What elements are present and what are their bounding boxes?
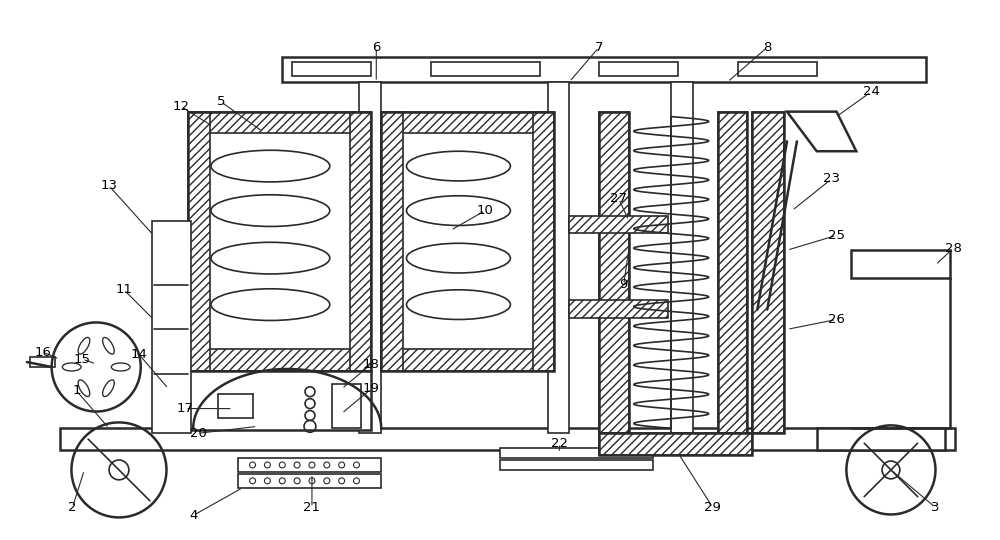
Bar xyxy=(188,349,371,371)
Text: 17: 17 xyxy=(177,402,194,415)
Bar xyxy=(599,433,752,455)
Bar xyxy=(599,62,678,76)
Bar xyxy=(359,82,381,433)
Bar xyxy=(599,433,752,455)
Bar xyxy=(188,371,371,430)
Bar xyxy=(238,458,381,472)
Text: 10: 10 xyxy=(477,204,494,217)
Text: 2: 2 xyxy=(68,501,77,514)
Bar xyxy=(350,112,371,371)
Bar xyxy=(671,82,693,433)
Text: 20: 20 xyxy=(190,427,207,440)
Bar xyxy=(381,349,554,371)
Bar xyxy=(292,62,371,76)
Bar xyxy=(752,112,784,433)
Text: 1: 1 xyxy=(72,384,81,397)
Text: 11: 11 xyxy=(115,284,132,296)
Bar xyxy=(188,112,210,371)
Text: 19: 19 xyxy=(363,382,380,395)
Bar xyxy=(381,112,554,371)
Bar xyxy=(718,112,747,433)
Text: 29: 29 xyxy=(704,501,721,514)
Bar xyxy=(569,300,668,318)
Bar xyxy=(431,62,540,76)
Text: 3: 3 xyxy=(931,501,940,514)
Text: 21: 21 xyxy=(303,501,320,514)
Text: 25: 25 xyxy=(828,229,845,242)
Bar xyxy=(188,112,371,371)
Text: 22: 22 xyxy=(551,437,568,450)
Text: 23: 23 xyxy=(823,172,840,185)
Bar xyxy=(332,384,361,428)
Text: 16: 16 xyxy=(34,346,51,359)
Text: 12: 12 xyxy=(173,100,190,113)
Bar xyxy=(381,112,554,133)
Text: 7: 7 xyxy=(595,41,603,54)
Bar xyxy=(188,112,371,133)
Text: 5: 5 xyxy=(217,95,225,108)
Bar xyxy=(500,460,653,470)
Bar xyxy=(152,220,191,433)
Bar xyxy=(817,428,945,450)
Text: 28: 28 xyxy=(945,242,962,255)
Bar xyxy=(599,112,629,433)
Text: 15: 15 xyxy=(74,353,91,366)
Text: 26: 26 xyxy=(828,313,845,326)
Text: 13: 13 xyxy=(101,179,118,192)
Text: 24: 24 xyxy=(863,85,880,98)
Text: 18: 18 xyxy=(363,357,380,370)
Bar xyxy=(381,112,403,371)
Bar xyxy=(718,112,747,433)
Text: 27: 27 xyxy=(610,192,627,205)
Bar xyxy=(500,448,653,458)
Bar xyxy=(599,112,629,433)
Bar xyxy=(752,112,784,433)
Text: 9: 9 xyxy=(620,278,628,292)
Bar xyxy=(30,357,55,367)
Bar xyxy=(533,112,554,371)
Text: 14: 14 xyxy=(130,348,147,361)
Text: 4: 4 xyxy=(189,509,197,522)
Bar xyxy=(569,215,668,233)
Polygon shape xyxy=(787,112,856,151)
Bar xyxy=(282,57,926,82)
Bar xyxy=(851,250,950,278)
Text: 8: 8 xyxy=(763,41,771,54)
Bar xyxy=(738,62,817,76)
Text: 6: 6 xyxy=(372,41,380,54)
Bar xyxy=(238,474,381,488)
Bar xyxy=(548,82,569,433)
Bar xyxy=(60,428,955,450)
